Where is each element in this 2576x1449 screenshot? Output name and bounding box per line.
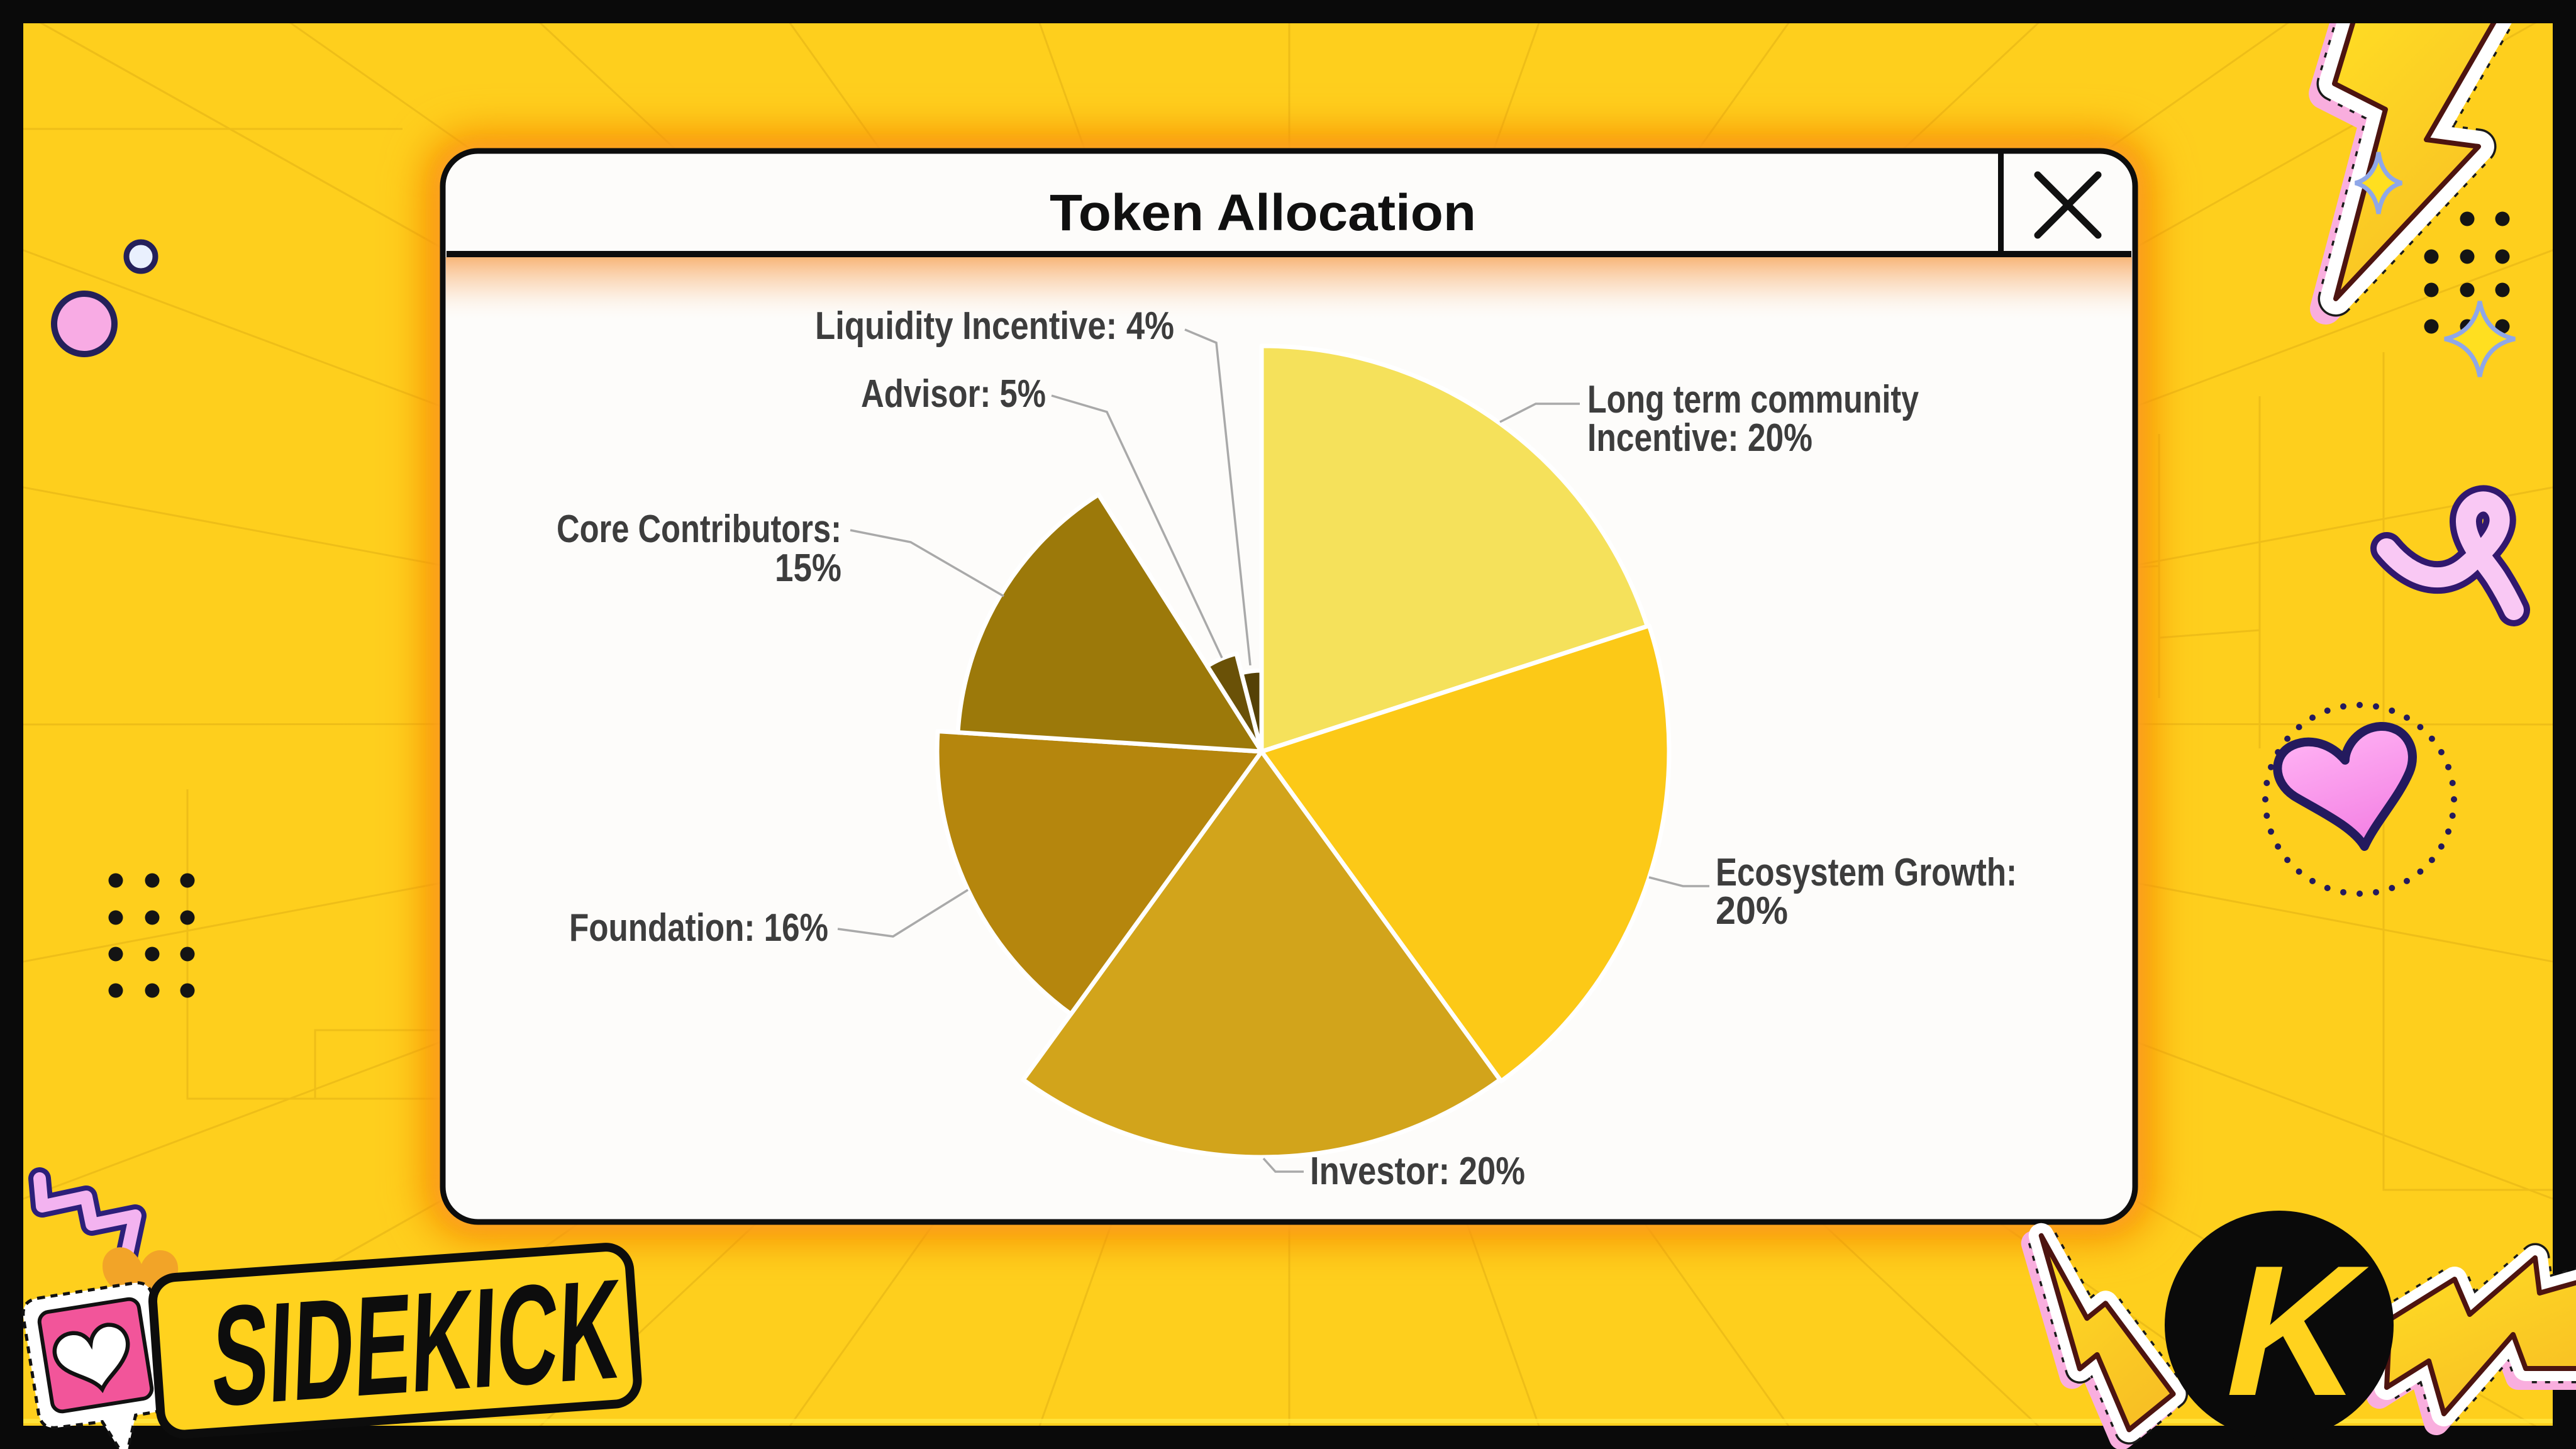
- svg-text:Long term community: Long term community: [1587, 378, 1919, 421]
- svg-text:Liquidity Incentive: 4%: Liquidity Incentive: 4%: [815, 304, 1174, 348]
- svg-text:Investor: 20%: Investor: 20%: [1310, 1150, 1525, 1193]
- svg-text:20%: 20%: [1716, 889, 1788, 933]
- svg-text:SIDEKICK: SIDEKICK: [209, 1249, 623, 1436]
- svg-text:Core Contributors:: Core Contributors:: [557, 508, 841, 551]
- svg-text:15%: 15%: [775, 547, 841, 590]
- svg-text:Foundation: 16%: Foundation: 16%: [569, 906, 828, 950]
- svg-text:Ecosystem Growth:: Ecosystem Growth:: [1716, 851, 2017, 894]
- svg-text:Incentive: 20%: Incentive: 20%: [1587, 416, 1813, 460]
- svg-text:Advisor: 5%: Advisor: 5%: [861, 372, 1046, 416]
- svg-text:Token Allocation: Token Allocation: [1050, 184, 1476, 242]
